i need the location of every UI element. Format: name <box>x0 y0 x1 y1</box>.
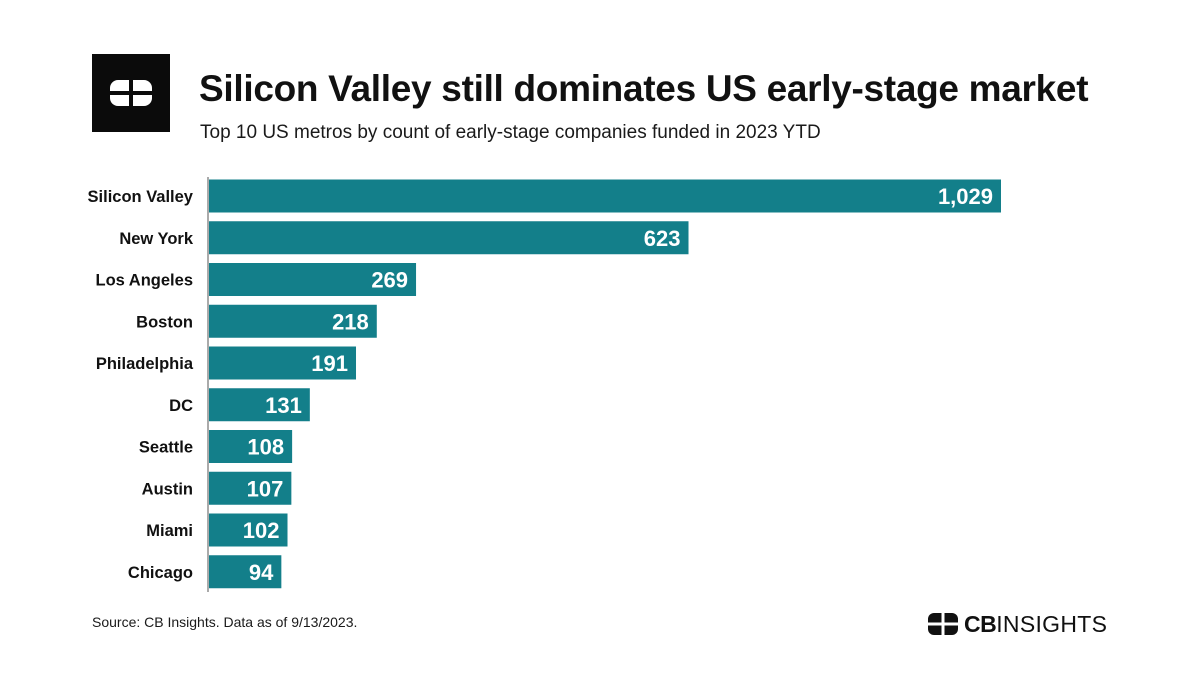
bar-value-label: 218 <box>332 309 369 334</box>
bar-value-label: 102 <box>243 518 280 543</box>
bar-value-label: 94 <box>249 560 274 585</box>
bar <box>209 388 310 422</box>
bar-value-label: 191 <box>311 351 348 376</box>
bar <box>209 179 1001 213</box>
brand-cb-text: CB <box>964 610 997 637</box>
category-label: Philadelphia <box>96 355 194 373</box>
chart-title: Silicon Valley still dominates US early-… <box>199 68 1089 109</box>
category-label: Chicago <box>128 564 193 582</box>
category-label: DC <box>169 397 193 415</box>
category-label: New York <box>119 230 193 248</box>
bar <box>209 430 293 463</box>
bar <box>209 471 292 505</box>
bar <box>209 263 417 296</box>
cb-insights-brand-icon <box>928 613 958 635</box>
bar-value-label: 131 <box>265 393 302 418</box>
bar-value-label: 107 <box>247 476 284 501</box>
category-label: Boston <box>136 313 193 331</box>
category-label: Miami <box>146 522 193 540</box>
bar <box>209 346 357 380</box>
source-note: Source: CB Insights. Data as of 9/13/202… <box>92 614 358 630</box>
brand-insights-text: INSIGHTS <box>996 610 1108 637</box>
bar <box>209 304 377 338</box>
bar <box>209 513 288 547</box>
bar-value-label: 108 <box>247 435 284 460</box>
cb-insights-brand: CB INSIGHTS <box>928 609 1107 639</box>
chart-subtitle: Top 10 US metros by count of early-stage… <box>200 122 821 143</box>
category-label: Austin <box>142 480 193 498</box>
category-label: Seattle <box>139 439 193 457</box>
bar <box>209 555 282 589</box>
bar-value-label: 269 <box>371 268 408 293</box>
bar-value-label: 1,029 <box>938 184 993 209</box>
bar-value-label: 623 <box>644 226 681 251</box>
cb-insights-logo-icon <box>92 54 170 132</box>
category-label: Silicon Valley <box>88 188 194 206</box>
bar <box>209 221 689 255</box>
category-label: Los Angeles <box>96 272 194 290</box>
